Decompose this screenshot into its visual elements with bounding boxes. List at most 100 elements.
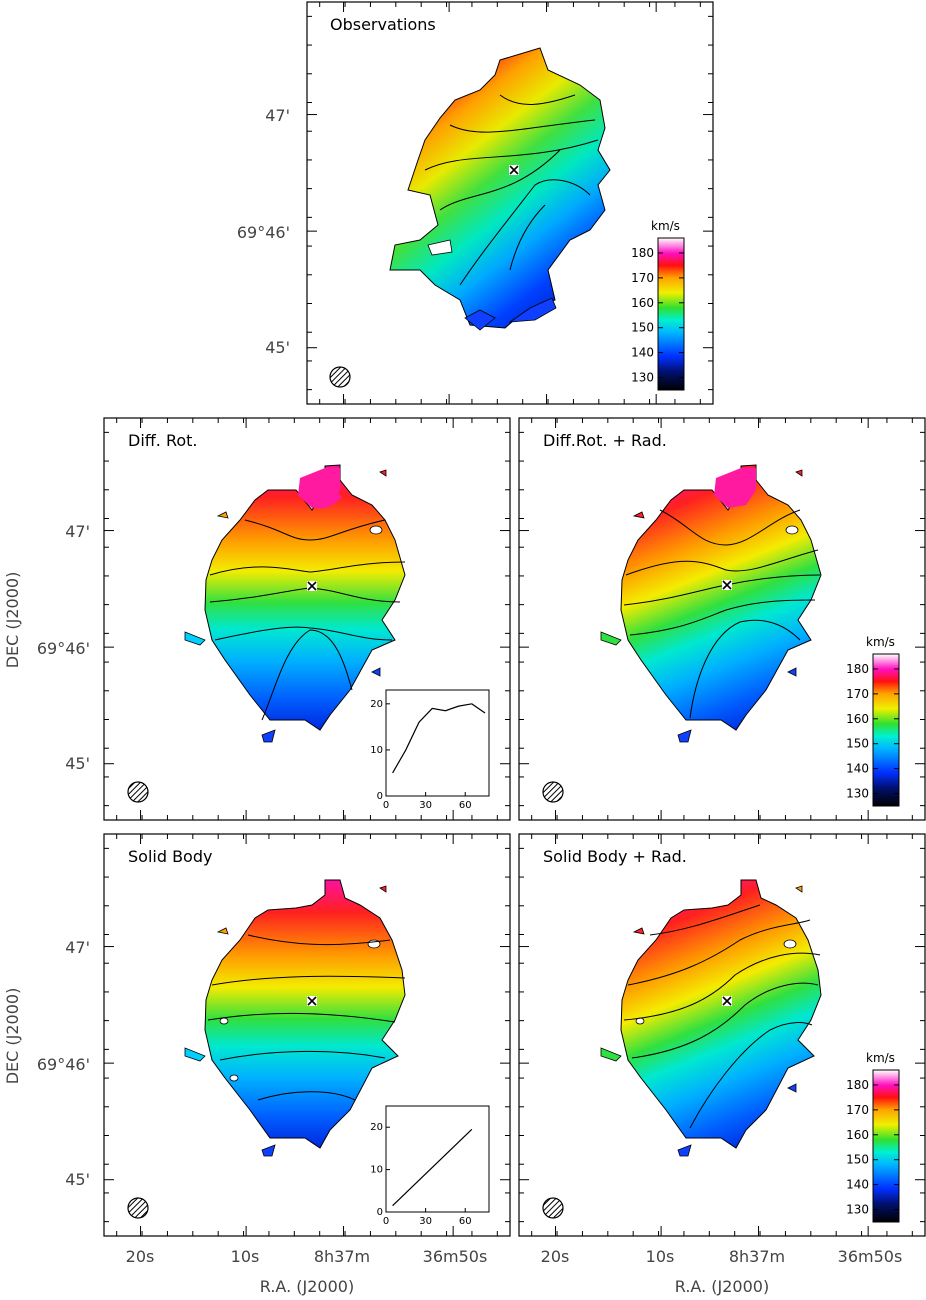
panel-solid-body: 0 30 60 0 10 20 Solid Body	[103, 833, 511, 1237]
inset-y-tick-label: 20	[370, 699, 383, 710]
beam-ellipse	[542, 1197, 564, 1219]
dec-tick-label: 69°46'	[37, 1055, 90, 1074]
colorbar-tick-label: 180	[631, 246, 654, 260]
panel-title: Diff. Rot.	[128, 431, 198, 450]
colorbar-tick-label: 170	[846, 1103, 869, 1117]
panel-observations: km/s 180 170 160 150 140 130 Observations	[306, 1, 714, 405]
frame-ticks	[519, 834, 925, 1236]
colorbar-ticks: 180 170 160 150 140 130	[846, 1078, 899, 1217]
dec-tick-label: 45'	[265, 338, 290, 357]
colorbar-tick-label: 150	[631, 321, 654, 335]
inset-frame	[385, 689, 490, 797]
panel-solid-body-rad: km/s 180 170 160 150 140 130 Solid Body + Rad…	[518, 833, 926, 1237]
kinematic-center-marker	[307, 996, 317, 1006]
dec-tick-label: 47'	[65, 938, 90, 957]
ra-tick-label: 20s	[541, 1247, 570, 1266]
panel-diff-rot: 0 30 60 0 10 20 Diff. Rot.	[103, 417, 511, 821]
beam-ellipse	[329, 366, 351, 388]
dec-tick-labels: 47' 69°46' 45' 47' 69°46' 45' 47' 69°46'…	[37, 106, 290, 1189]
colorbar-tick-label: 170	[846, 687, 869, 701]
inset-x-tick-label: 60	[459, 1216, 472, 1227]
galaxy-velocity-map	[620, 464, 822, 731]
ra-tick-labels: 20s 10s 8h37m 36m50s 20s 10s 8h37m 36m50…	[126, 1247, 903, 1266]
frame-ticks	[104, 834, 510, 1236]
y-axis-label: DEC (J2000)	[3, 572, 22, 669]
y-axis-label: DEC (J2000)	[3, 988, 22, 1085]
dec-tick-label: 69°46'	[237, 223, 290, 242]
beam-ellipse	[127, 1197, 149, 1219]
panel-title: Solid Body	[128, 847, 212, 866]
colorbar-tick-label: 180	[846, 1078, 869, 1092]
colorbar-tick-label: 140	[846, 1178, 869, 1192]
panel-title: Diff.Rot. + Rad.	[543, 431, 667, 450]
colorbar-ticks: 180 170 160 150 140 130	[846, 662, 899, 801]
colorbar-tick-label: 130	[846, 1203, 869, 1217]
inset-y-tick-label: 10	[370, 1165, 383, 1176]
inset-y-tick-label: 10	[370, 745, 383, 756]
colorbar-unit: km/s	[866, 1051, 895, 1065]
panel-frame	[518, 417, 926, 821]
panel-title: Observations	[330, 15, 436, 34]
inset-x-tick-label: 0	[383, 1216, 389, 1227]
inset-x-tick-label: 30	[419, 1216, 432, 1227]
colorbar-tick-label: 160	[846, 712, 869, 726]
colorbar-tick-label: 150	[846, 1153, 869, 1167]
panel-frame	[518, 833, 926, 1237]
rotation-curve-inset: 0 30 60 0 10 20	[370, 1105, 490, 1227]
colorbar-ticks: 180 170 160 150 140 130	[631, 246, 684, 385]
frame-ticks	[307, 2, 713, 404]
velocity-contours	[424, 94, 599, 286]
velocity-contours	[623, 509, 821, 719]
x-axis-label: R.A. (J2000)	[675, 1277, 769, 1296]
inset-y-tick-label: 20	[370, 1122, 383, 1133]
dec-tick-label: 47'	[65, 522, 90, 541]
ra-tick-label: 8h37m	[314, 1247, 370, 1266]
panel-diff-rot-rad: km/s 180 170 160 150 140 130 Diff.Rot. + Rad.	[518, 417, 926, 821]
ra-tick-label: 20s	[126, 1247, 155, 1266]
colorbar-tick-label: 160	[846, 1128, 869, 1142]
colorbar-unit: km/s	[651, 219, 680, 233]
rotation-curve-line	[392, 1128, 473, 1207]
x-axis-label: R.A. (J2000)	[260, 1277, 354, 1296]
galaxy-velocity-map	[204, 464, 406, 731]
velocity-contours	[623, 904, 821, 1129]
colorbar-tick-label: 170	[631, 271, 654, 285]
kinematic-center-marker	[307, 581, 317, 591]
velocity-contours	[207, 934, 406, 1101]
colorbar: km/s 180 170 160 150 140 130	[846, 635, 900, 807]
galaxy-velocity-map	[389, 47, 611, 329]
colorbar: km/s 180 170 160 150 140 130	[846, 1051, 900, 1223]
colorbar-unit: km/s	[866, 635, 895, 649]
galaxy-velocity-map	[620, 879, 822, 1149]
beam-ellipse	[542, 781, 564, 803]
panel-frame	[306, 1, 714, 405]
dec-tick-label: 69°46'	[37, 639, 90, 658]
inset-y-tick-label: 0	[377, 1207, 383, 1218]
ra-tick-label: 36m50s	[838, 1247, 903, 1266]
rotation-curve-inset: 0 30 60 0 10 20	[370, 689, 490, 811]
kinematic-center-marker	[722, 996, 732, 1006]
panel-title: Solid Body + Rad.	[543, 847, 687, 866]
colorbar-tick-label: 150	[846, 737, 869, 751]
inset-x-tick-label: 30	[419, 800, 432, 811]
ra-tick-label: 10s	[231, 1247, 260, 1266]
panel-frame	[103, 417, 511, 821]
colorbar-tick-label: 160	[631, 296, 654, 310]
colorbar-tick-label: 130	[846, 787, 869, 801]
colorbar-tick-label: 130	[631, 371, 654, 385]
kinematic-center-marker	[722, 580, 732, 590]
frame-ticks	[519, 418, 925, 820]
inset-frame	[385, 1105, 490, 1213]
rotation-curve-line	[392, 703, 486, 774]
inset-x-tick-label: 0	[383, 800, 389, 811]
kinematic-center-marker	[509, 165, 519, 175]
frame-ticks	[104, 418, 510, 820]
inset-y-tick-label: 0	[377, 791, 383, 802]
ra-tick-label: 10s	[646, 1247, 675, 1266]
colorbar: km/s 180 170 160 150 140 130	[631, 219, 685, 391]
panel-frame	[103, 833, 511, 1237]
colorbar-tick-label: 140	[846, 762, 869, 776]
dec-tick-label: 45'	[65, 754, 90, 773]
ra-tick-label: 8h37m	[729, 1247, 785, 1266]
